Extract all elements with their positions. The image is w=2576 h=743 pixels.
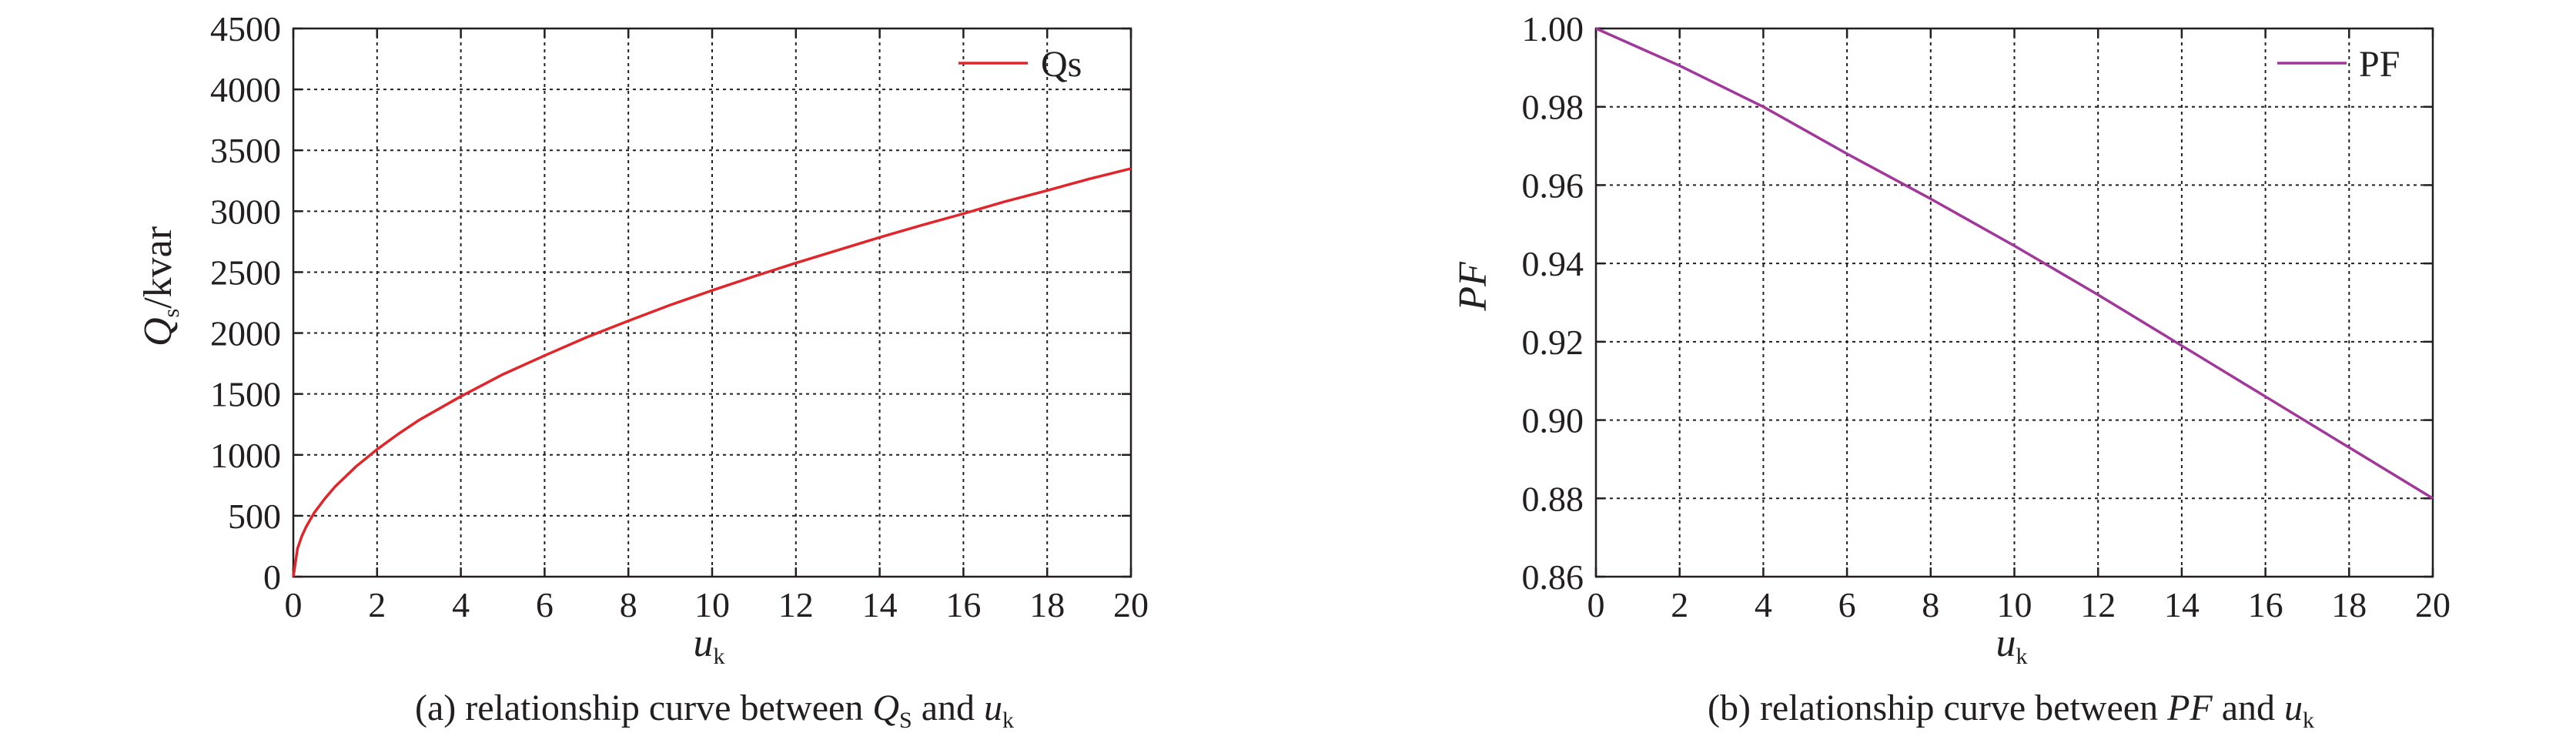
caption: (b) relationship curve between PF and uk (1708, 688, 2314, 733)
x-tick-label: 14 (862, 585, 898, 624)
x-tick-label: 18 (2331, 585, 2367, 624)
y-axis-symbol: PF (1451, 261, 1495, 312)
series-lines (292, 167, 1132, 577)
y-tick-marks (293, 27, 1131, 578)
y-tick-label: 0.90 (1522, 401, 1584, 440)
y-tick-label: 3500 (210, 131, 281, 170)
caption-q-symbol: Q (872, 688, 899, 728)
y-tick-label: 2500 (210, 253, 281, 292)
x-tick-label: 0 (285, 585, 303, 624)
y-tick-label: 0.92 (1522, 323, 1584, 362)
series-line-qs (292, 167, 1132, 577)
x-tick-label: 14 (2164, 585, 2200, 624)
y-tick-label: 2000 (210, 314, 281, 353)
caption-u-subscript: k (2303, 708, 2314, 733)
caption-middle: and (2213, 688, 2284, 728)
y-axis-label: PF (1451, 261, 1495, 312)
caption-u-subscript: k (1002, 708, 1014, 733)
x-axis-symbol: u (694, 621, 714, 665)
x-tick-label: 2 (1671, 585, 1688, 624)
legend-label: Qs (1041, 44, 1082, 85)
x-tick-label: 0 (1587, 585, 1605, 624)
x-axis-subscript: k (2016, 644, 2028, 669)
y-tick-label: 0 (263, 557, 281, 597)
caption-u-symbol: u (2284, 688, 2303, 728)
x-tick-label: 16 (2248, 585, 2283, 624)
y-tick-labels: 0 500 1000 1500 2000 2500 3000 3500 4000 4500 (210, 9, 281, 597)
y-tick-label: 0.94 (1522, 244, 1584, 283)
y-tick-labels: 0.86 0.88 0.90 0.92 0.94 0.96 0.98 1.00 (1522, 9, 1584, 597)
x-tick-label: 8 (1922, 585, 1939, 624)
x-tick-label: 20 (1113, 585, 1149, 624)
x-axis-subscript: k (714, 644, 725, 669)
x-tick-marks (292, 28, 1132, 577)
x-tick-label: 16 (945, 585, 981, 624)
x-tick-label: 12 (778, 585, 814, 624)
y-tick-label: 3000 (210, 192, 281, 231)
legend: PF (2277, 44, 2400, 85)
x-tick-label: 20 (2415, 585, 2451, 624)
x-axis-symbol: u (1996, 621, 2016, 665)
x-tick-label: 6 (536, 585, 554, 624)
x-tick-label: 2 (368, 585, 386, 624)
x-tick-label: 10 (694, 585, 730, 624)
chart-panel-b: 0 2 4 6 8 10 12 14 16 18 20 0.860.880.900.920.940.… (1451, 9, 2451, 733)
y-tick-label: 4500 (210, 9, 281, 49)
chart-panel-a: 0 2 4 6 8 10 12 14 16 18 20 0 500 1000 1500 2000 2500 30… (136, 9, 1149, 733)
x-tick-label: 4 (452, 585, 470, 624)
x-tick-label: 10 (1997, 585, 2032, 624)
y-tick-label: 4000 (210, 70, 281, 109)
x-tick-label: 8 (620, 585, 637, 624)
x-tick-labels: 0 2 4 6 8 10 12 14 16 18 20 (1587, 585, 2451, 624)
x-axis-label: uk (1996, 621, 2028, 669)
caption-q-subscript: S (899, 708, 912, 733)
y-tick-label: 1000 (210, 436, 281, 475)
caption-prefix: (b) relationship curve between (1708, 688, 2167, 728)
legend: Qs (958, 44, 1082, 85)
x-tick-labels: 0 2 4 6 8 10 12 14 16 18 20 (285, 585, 1149, 624)
caption-prefix: (a) relationship curve between (415, 688, 872, 728)
x-tick-marks (1594, 28, 2434, 577)
caption-pf-symbol: PF (2166, 688, 2213, 728)
y-axis-subscript: s (159, 309, 184, 318)
y-axis-label: Qs/kvar (136, 226, 184, 346)
y-tick-label: 0.88 (1522, 479, 1584, 518)
y-tick-label: 1.00 (1522, 9, 1584, 49)
x-tick-label: 6 (1838, 585, 1856, 624)
legend-label: PF (2359, 44, 2400, 85)
gridlines (293, 28, 1131, 577)
gridlines (1596, 28, 2433, 577)
y-tick-label: 1500 (210, 375, 281, 414)
x-tick-label: 12 (2080, 585, 2116, 624)
series-lines (1595, 27, 2434, 500)
caption: (a) relationship curve between QS and uk (415, 688, 1014, 733)
x-axis-label: uk (694, 621, 725, 669)
y-axis-unit: /kvar (136, 226, 180, 309)
series-line-pf (1595, 27, 2434, 500)
y-tick-label: 500 (228, 497, 281, 536)
caption-middle: and (912, 688, 984, 728)
caption-u-symbol: u (984, 688, 1002, 728)
y-tick-label: 0.96 (1522, 166, 1584, 205)
y-tick-label: 0.86 (1522, 557, 1584, 597)
x-tick-label: 4 (1755, 585, 1772, 624)
y-tick-label: 0.98 (1522, 88, 1584, 127)
x-tick-label: 18 (1029, 585, 1065, 624)
y-axis-symbol: Q (136, 317, 180, 346)
